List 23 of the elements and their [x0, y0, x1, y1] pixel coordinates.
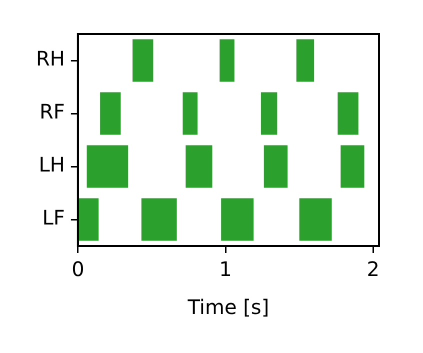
bar — [260, 92, 278, 135]
bar — [132, 39, 154, 82]
x-tick-label: 1 — [219, 257, 232, 282]
bar — [221, 198, 254, 241]
x-tick-label: 0 — [72, 257, 84, 282]
bar — [338, 92, 358, 135]
x-tick-label: 2 — [366, 257, 380, 282]
y-tick-label: RF — [40, 100, 65, 124]
bar — [78, 198, 99, 241]
bar — [296, 39, 314, 82]
bar — [141, 198, 177, 241]
bar — [186, 145, 212, 188]
y-tick-label: LH — [38, 152, 65, 177]
bar — [182, 92, 198, 135]
y-tick-label: RH — [36, 46, 65, 71]
bar — [220, 39, 234, 82]
x-axis-title: Time [s] — [186, 295, 270, 320]
bar — [100, 92, 121, 135]
bar — [340, 145, 364, 188]
bar — [86, 145, 128, 188]
bar — [264, 145, 288, 188]
bar — [299, 198, 332, 241]
y-tick-label: LF — [42, 206, 65, 230]
